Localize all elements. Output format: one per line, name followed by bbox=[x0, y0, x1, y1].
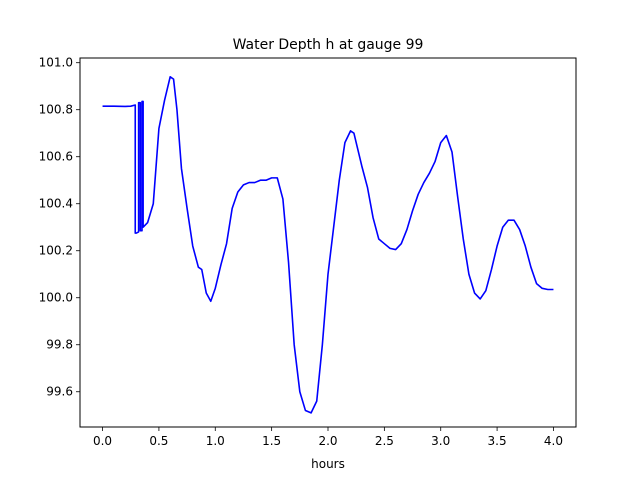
x-tick-label: 3.0 bbox=[431, 434, 450, 448]
y-tick-label: 100.2 bbox=[39, 244, 73, 258]
x-tick-label: 2.0 bbox=[318, 434, 337, 448]
chart-title: Water Depth h at gauge 99 bbox=[233, 37, 424, 53]
y-tick-label: 100.8 bbox=[39, 103, 73, 117]
x-tick-label: 3.5 bbox=[488, 434, 507, 448]
x-tick-label: 2.5 bbox=[375, 434, 394, 448]
y-tick-label: 100.6 bbox=[39, 150, 73, 164]
y-axis-ticks: 99.6 99.8 100.0 100.2 100.4 100.6 100.8 101.0 bbox=[39, 56, 80, 399]
x-tick-label: 1.5 bbox=[262, 434, 281, 448]
series-line-0 bbox=[102, 76, 554, 414]
x-tick-label: 1.0 bbox=[206, 434, 225, 448]
x-axis-label: hours bbox=[311, 457, 345, 471]
x-tick-label: 4.0 bbox=[544, 434, 563, 448]
y-tick-label: 99.6 bbox=[46, 385, 73, 399]
y-tick-label: 101.0 bbox=[39, 56, 73, 70]
series-layer bbox=[102, 76, 554, 414]
x-tick-label: 0.5 bbox=[149, 434, 168, 448]
y-tick-label: 100.4 bbox=[39, 197, 73, 211]
y-tick-label: 99.8 bbox=[46, 338, 73, 352]
x-tick-label: 0.0 bbox=[93, 434, 112, 448]
y-tick-label: 100.0 bbox=[39, 291, 73, 305]
x-axis-ticks: 0.0 0.5 1.0 1.5 2.0 2.5 3.0 3.5 4.0 bbox=[93, 427, 563, 448]
plot-area-frame bbox=[79, 57, 577, 428]
